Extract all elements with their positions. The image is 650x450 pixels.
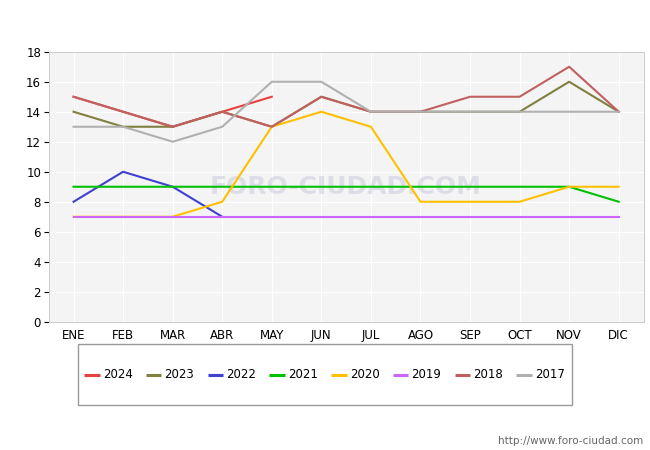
2019: [70, 214, 77, 220]
2021: [317, 184, 325, 189]
2022: [169, 184, 177, 189]
2022: [70, 199, 77, 204]
2020: [615, 184, 623, 189]
2019: [119, 214, 127, 220]
2023: [268, 124, 276, 130]
2023: [615, 109, 623, 114]
Text: 2024: 2024: [103, 368, 133, 381]
2020: [466, 199, 474, 204]
Line: 2017: 2017: [73, 82, 619, 142]
2017: [615, 109, 623, 114]
2017: [317, 79, 325, 85]
2021: [119, 184, 127, 189]
2018: [515, 94, 523, 99]
2024: [70, 94, 77, 99]
2023: [169, 124, 177, 130]
2021: [70, 184, 77, 189]
2019: [466, 214, 474, 220]
2017: [515, 109, 523, 114]
2020: [317, 109, 325, 114]
2018: [317, 94, 325, 99]
2018: [169, 124, 177, 130]
Line: 2023: 2023: [73, 82, 619, 127]
2021: [367, 184, 375, 189]
2017: [70, 124, 77, 130]
Line: 2024: 2024: [73, 97, 272, 127]
Text: 2017: 2017: [535, 368, 565, 381]
Text: 2023: 2023: [164, 368, 194, 381]
2019: [268, 214, 276, 220]
2019: [417, 214, 424, 220]
2023: [218, 109, 226, 114]
2017: [119, 124, 127, 130]
2017: [218, 124, 226, 130]
2022: [119, 169, 127, 175]
2019: [169, 214, 177, 220]
2019: [566, 214, 573, 220]
2024: [268, 94, 276, 99]
2017: [367, 109, 375, 114]
2021: [566, 184, 573, 189]
2020: [367, 124, 375, 130]
2021: [218, 184, 226, 189]
2023: [515, 109, 523, 114]
2023: [417, 109, 424, 114]
2023: [566, 79, 573, 85]
2021: [615, 199, 623, 204]
2021: [466, 184, 474, 189]
Text: 2020: 2020: [350, 368, 380, 381]
2017: [417, 109, 424, 114]
2018: [218, 109, 226, 114]
2018: [566, 64, 573, 69]
2020: [566, 184, 573, 189]
Text: 2021: 2021: [288, 368, 318, 381]
2018: [367, 109, 375, 114]
2019: [317, 214, 325, 220]
2021: [169, 184, 177, 189]
2023: [317, 94, 325, 99]
Text: http://www.foro-ciudad.com: http://www.foro-ciudad.com: [499, 436, 644, 446]
2021: [515, 184, 523, 189]
2017: [169, 139, 177, 144]
Text: 2022: 2022: [226, 368, 256, 381]
2023: [70, 109, 77, 114]
2020: [268, 124, 276, 130]
2018: [268, 124, 276, 130]
2024: [218, 109, 226, 114]
2019: [218, 214, 226, 220]
Text: Afiliados en Añover de Tormes a 31/5/2024: Afiliados en Añover de Tormes a 31/5/202…: [125, 8, 525, 26]
2021: [268, 184, 276, 189]
Text: 2018: 2018: [473, 368, 503, 381]
2020: [119, 214, 127, 220]
2023: [367, 109, 375, 114]
2020: [515, 199, 523, 204]
2022: [218, 214, 226, 220]
2018: [615, 109, 623, 114]
Text: FORO-CIUDAD.COM: FORO-CIUDAD.COM: [210, 175, 482, 199]
2019: [515, 214, 523, 220]
2021: [417, 184, 424, 189]
2020: [70, 214, 77, 220]
2018: [70, 94, 77, 99]
2020: [218, 199, 226, 204]
2020: [417, 199, 424, 204]
2018: [466, 94, 474, 99]
2017: [268, 79, 276, 85]
2024: [169, 124, 177, 130]
Line: 2022: 2022: [73, 172, 222, 217]
Line: 2021: 2021: [73, 187, 619, 202]
2020: [169, 214, 177, 220]
2023: [119, 124, 127, 130]
2017: [466, 109, 474, 114]
Line: 2020: 2020: [73, 112, 619, 217]
2023: [466, 109, 474, 114]
2018: [119, 109, 127, 114]
2018: [417, 109, 424, 114]
Text: 2019: 2019: [411, 368, 441, 381]
2019: [615, 214, 623, 220]
2024: [119, 109, 127, 114]
2017: [566, 109, 573, 114]
Line: 2018: 2018: [73, 67, 619, 127]
2019: [367, 214, 375, 220]
